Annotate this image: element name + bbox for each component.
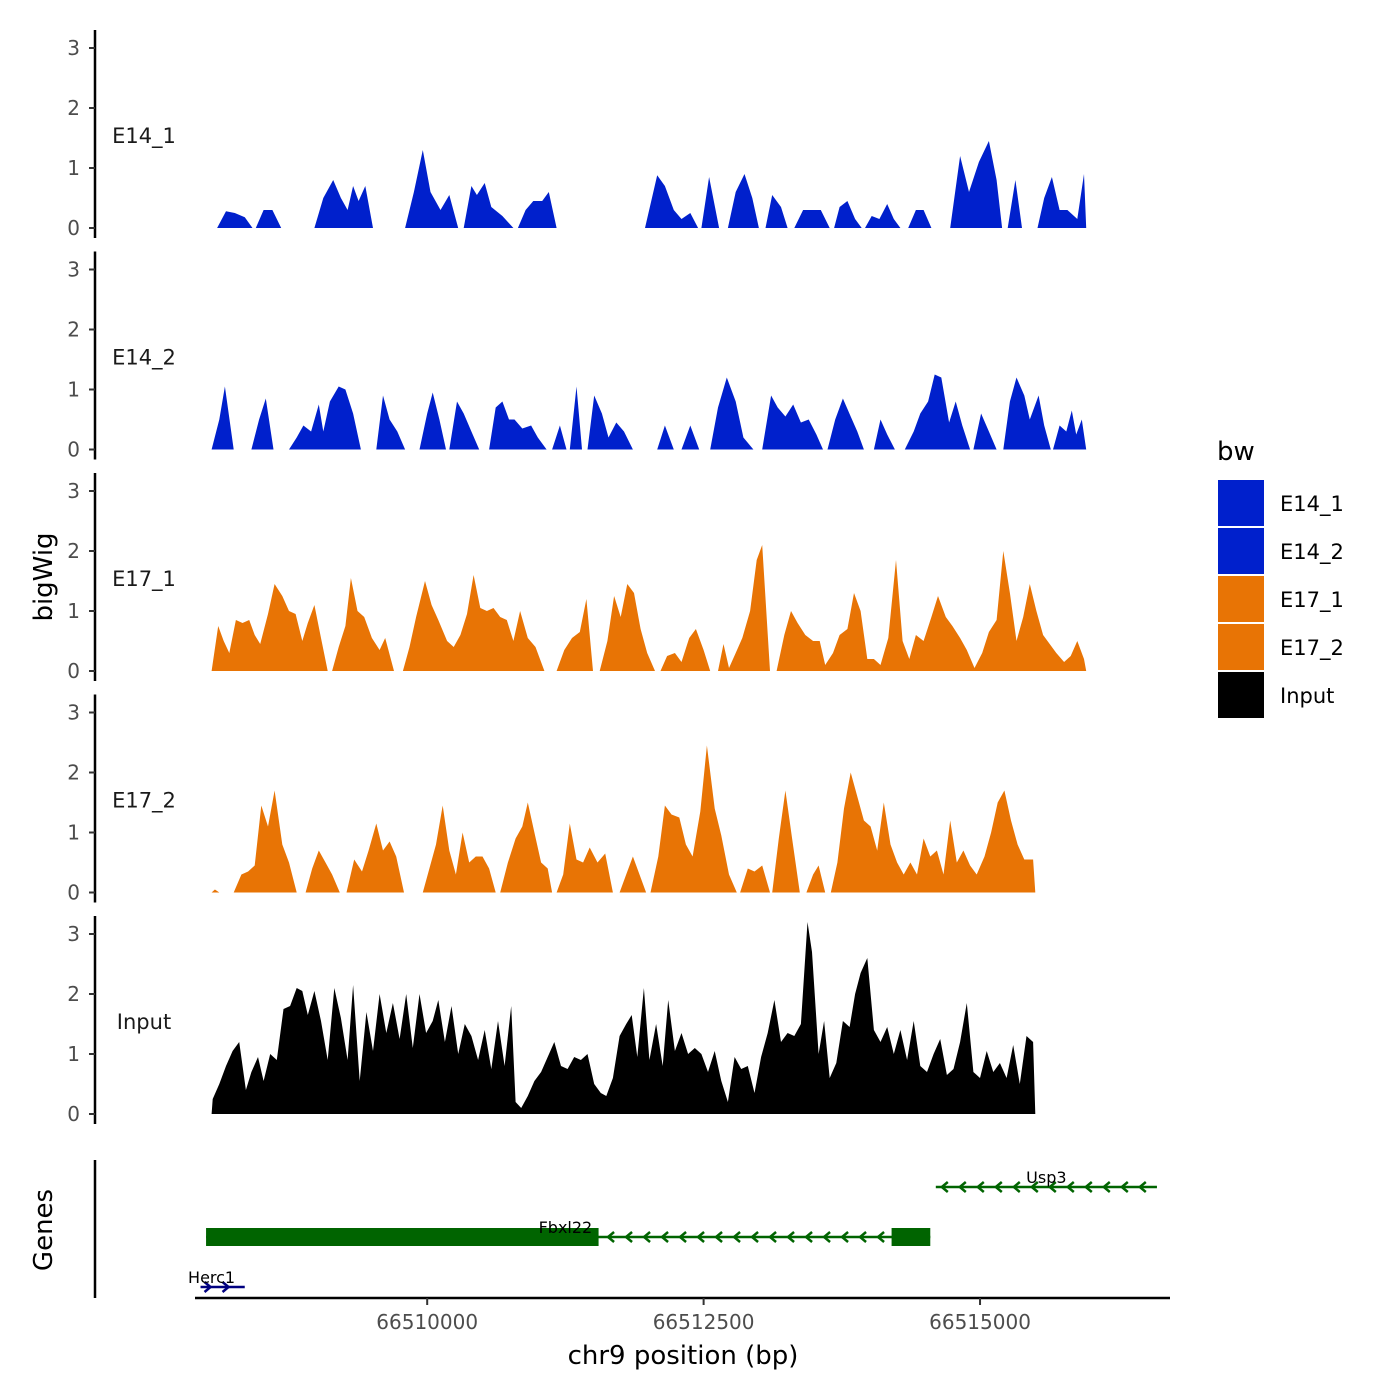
track-e17-2: 0 1 2 3 E17_2 — [67, 694, 1036, 905]
gene-label-herc1: Herc1 — [188, 1268, 235, 1287]
track-input: 0 1 2 3 Input — [67, 916, 1036, 1126]
legend-label-e17-1: E17_1 — [1280, 588, 1344, 613]
legend-label-e17-2: E17_2 — [1280, 636, 1344, 661]
coverage-area-e14-1 — [217, 141, 1087, 228]
strand-arrow-fbxl22 — [858, 1231, 867, 1243]
y-tick-label-input-2: 2 — [67, 982, 80, 1006]
legend-swatch-e17-2 — [1218, 624, 1264, 670]
legend-swatch-e17-1 — [1218, 576, 1264, 622]
gene-label-usp3: Usp3 — [1026, 1168, 1066, 1187]
strand-arrow-fbxl22 — [840, 1231, 849, 1243]
coverage-area-e17-1 — [211, 545, 1087, 671]
y-tick-label-e14-2-2: 2 — [67, 318, 80, 342]
x-axis: 66510000 66512500 66515000 — [195, 1296, 1170, 1334]
y-tick-label-e17-2-3: 3 — [67, 701, 80, 725]
strand-arrow-fbxl22 — [768, 1231, 777, 1243]
strand-arrow-fbxl22 — [660, 1231, 669, 1243]
exon-fbxl22-0 — [206, 1228, 599, 1246]
strand-arrow-usp3 — [957, 1181, 967, 1193]
track-label-e14-1: E14_1 — [112, 124, 176, 149]
y-tick-label-e17-2-0: 0 — [67, 881, 80, 905]
strand-arrow-usp3 — [1101, 1181, 1111, 1193]
strand-arrow-usp3 — [1065, 1181, 1075, 1193]
track-label-e17-1: E17_1 — [112, 567, 176, 592]
strand-arrow-fbxl22 — [732, 1231, 741, 1243]
x-tick-label-66515000: 66515000 — [929, 1310, 1031, 1334]
y-tick-label-e17-2-1: 1 — [67, 821, 80, 845]
strand-arrow-fbxl22 — [642, 1231, 651, 1243]
y-tick-label-e14-1-0: 0 — [67, 216, 80, 240]
strand-arrow-fbxl22 — [714, 1231, 723, 1243]
legend-swatch-e14-2 — [1218, 528, 1264, 574]
strand-arrow-fbxl22 — [786, 1231, 795, 1243]
track-e14-2: 0 1 2 3 E14_2 — [67, 251, 1087, 462]
strand-arrow-usp3 — [1119, 1181, 1129, 1193]
y-tick-label-e14-2-1: 1 — [67, 378, 80, 402]
y-tick-label-e17-2-2: 2 — [67, 761, 80, 785]
legend-swatch-input — [1218, 672, 1264, 718]
strand-arrow-fbxl22 — [822, 1231, 831, 1243]
strand-arrow-fbxl22 — [696, 1231, 705, 1243]
y-tick-label-e17-1-2: 2 — [67, 539, 80, 563]
track-label-e17-2: E17_2 — [112, 789, 176, 814]
strand-arrow-usp3 — [1029, 1181, 1039, 1193]
strand-arrow-herc1 — [203, 1281, 213, 1293]
x-tick-label-66512500: 66512500 — [653, 1310, 755, 1334]
strand-arrow-fbxl22 — [606, 1231, 615, 1243]
strand-arrow-fbxl22 — [804, 1231, 813, 1243]
coverage-area-e14-2 — [211, 374, 1087, 450]
strand-arrow-fbxl22 — [750, 1231, 759, 1243]
y-axis-title: bigWig — [29, 532, 59, 621]
coverage-tracks: 0 1 2 3 E14_1 0 1 2 3 E14_2 0 1 2 3 E17_1 0 1 2 3 E17_2 0 1 2 3… — [67, 30, 1087, 1126]
gene-label-fbxl22: Fbxl22 — [539, 1218, 593, 1237]
strand-arrow-usp3 — [1047, 1181, 1057, 1193]
y-tick-label-input-0: 0 — [67, 1102, 80, 1126]
gene-usp3: Usp3 — [935, 1168, 1157, 1193]
y-tick-label-e14-2-0: 0 — [67, 438, 80, 462]
track-label-e14-2: E14_2 — [112, 346, 176, 371]
gene-fbxl22: Fbxl22 — [206, 1218, 931, 1246]
gene-herc1: Herc1 — [188, 1268, 245, 1293]
strand-arrow-herc1 — [221, 1281, 231, 1293]
legend-label-e14-1: E14_1 — [1280, 492, 1344, 517]
exon-fbxl22-1 — [891, 1228, 931, 1246]
y-tick-label-input-3: 3 — [67, 922, 80, 946]
legend-swatch-e14-1 — [1218, 480, 1264, 526]
strand-arrow-usp3 — [939, 1181, 949, 1193]
strand-arrow-usp3 — [1137, 1181, 1147, 1193]
coverage-area-e17-2 — [211, 745, 1036, 893]
strand-arrow-fbxl22 — [624, 1231, 633, 1243]
genes-axis-title: Genes — [29, 1189, 59, 1271]
y-tick-label-e17-1-0: 0 — [67, 659, 80, 683]
y-tick-label-e14-1-3: 3 — [67, 36, 80, 60]
strand-arrow-usp3 — [975, 1181, 985, 1193]
y-tick-label-e14-2-3: 3 — [67, 258, 80, 282]
legend-title: bw — [1217, 437, 1255, 467]
strand-arrow-usp3 — [993, 1181, 1003, 1193]
y-tick-label-e17-1-1: 1 — [67, 599, 80, 623]
track-e17-1: 0 1 2 3 E17_1 — [67, 473, 1087, 683]
strand-arrow-usp3 — [1011, 1181, 1021, 1193]
coverage-area-input — [211, 922, 1036, 1114]
strand-arrow-usp3 — [1083, 1181, 1093, 1193]
y-tick-label-e14-1-2: 2 — [67, 96, 80, 120]
legend-label-input: Input — [1280, 684, 1334, 708]
track-label-input: Input — [117, 1010, 171, 1034]
strand-arrow-fbxl22 — [876, 1231, 885, 1243]
legend-label-e14-2: E14_2 — [1280, 540, 1344, 565]
y-tick-label-e17-1-3: 3 — [67, 479, 80, 503]
x-tick-label-66510000: 66510000 — [376, 1310, 478, 1334]
x-axis-title: chr9 position (bp) — [568, 1341, 799, 1371]
gene-annotation-track: Usp3 Fbxl22 Herc1 — [93, 1160, 1157, 1298]
y-tick-label-e14-1-1: 1 — [67, 156, 80, 180]
legend: bw E14_1 E14_2 E17_1 E17_2 Input — [1217, 437, 1344, 718]
y-tick-label-input-1: 1 — [67, 1042, 80, 1066]
track-e14-1: 0 1 2 3 E14_1 — [67, 30, 1087, 240]
strand-arrow-fbxl22 — [678, 1231, 687, 1243]
